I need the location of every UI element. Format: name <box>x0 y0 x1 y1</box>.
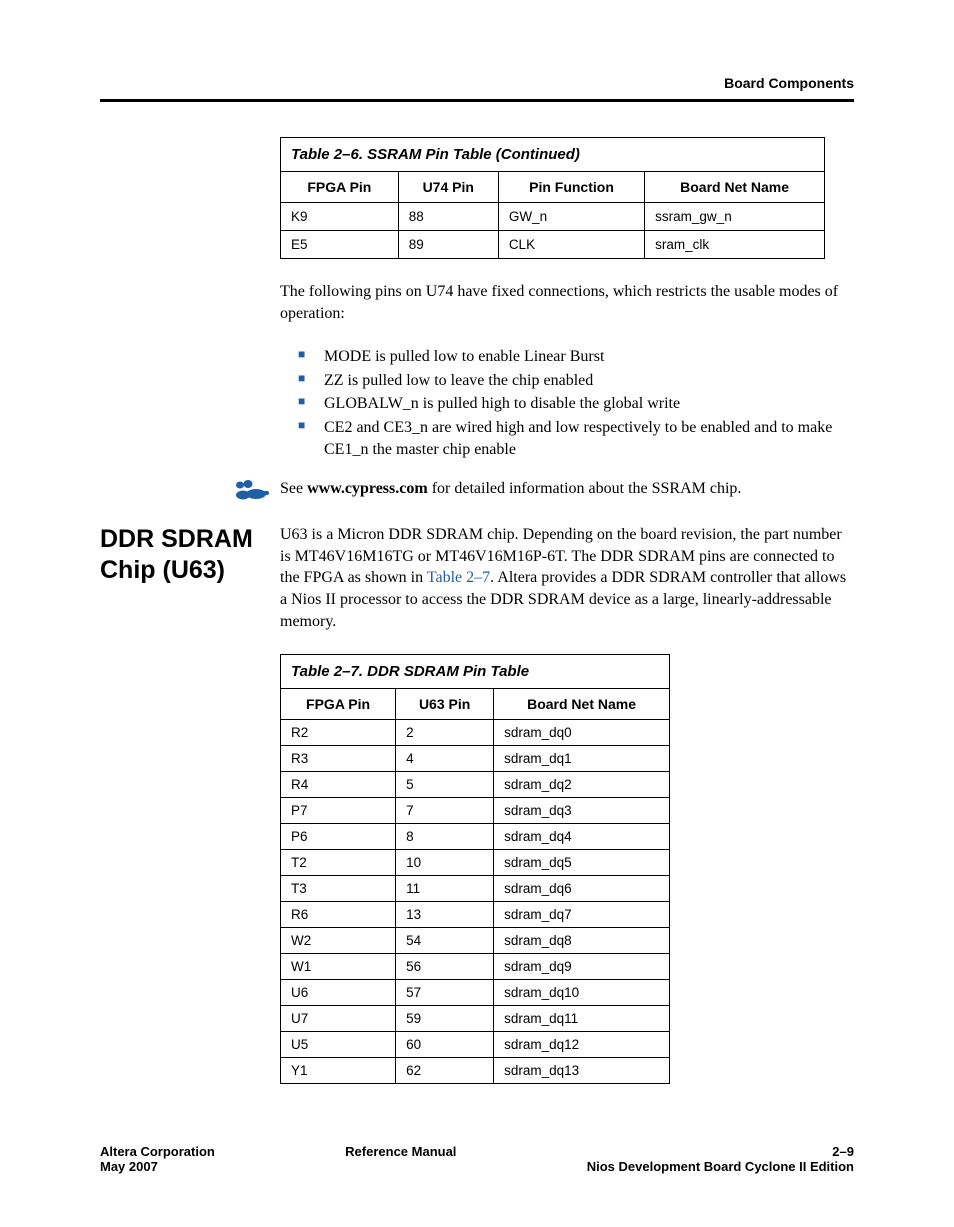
bullet-item: CE2 and CE3_n are wired high and low res… <box>280 417 854 460</box>
ddr-table-row: U657sdram_dq10 <box>281 980 670 1006</box>
ddr-table-row: R613sdram_dq7 <box>281 902 670 928</box>
table-cell: T3 <box>281 876 396 902</box>
table-cell: GW_n <box>498 203 644 231</box>
table-cell: 88 <box>398 203 498 231</box>
bullet-item: ZZ is pulled low to leave the chip enabl… <box>280 370 854 392</box>
ddr-table-row: R45sdram_dq2 <box>281 772 670 798</box>
mode-bullets: MODE is pulled low to enable Linear Burs… <box>280 346 854 460</box>
bullet-item: GLOBALW_n is pulled high to disable the … <box>280 393 854 415</box>
ddr-table-row: R22sdram_dq0 <box>281 720 670 746</box>
table-cell: sdram_dq12 <box>494 1032 670 1058</box>
table-cell: U7 <box>281 1006 396 1032</box>
table-cell: R6 <box>281 902 396 928</box>
bullet-item: MODE is pulled low to enable Linear Burs… <box>280 346 854 368</box>
table-cell: sdram_dq4 <box>494 824 670 850</box>
table-cell: ssram_gw_n <box>645 203 825 231</box>
ddr-col-0: FPGA Pin <box>281 689 396 720</box>
page-footer: Altera Corporation May 2007 Reference Ma… <box>100 1144 854 1174</box>
table-cell: E5 <box>281 231 399 259</box>
table-cell: 7 <box>396 798 494 824</box>
ddr-table-row: P68sdram_dq4 <box>281 824 670 850</box>
table-cell: CLK <box>498 231 644 259</box>
table-cell: sdram_dq0 <box>494 720 670 746</box>
ssram-col-0: FPGA Pin <box>281 172 399 203</box>
ddr-sdram-pin-table: Table 2–7. DDR SDRAM Pin Table FPGA Pin … <box>280 654 670 1084</box>
table-cell: T2 <box>281 850 396 876</box>
table-cell: P6 <box>281 824 396 850</box>
table-cell: U6 <box>281 980 396 1006</box>
ddr-table-row: Y162sdram_dq13 <box>281 1058 670 1084</box>
table-cell: 11 <box>396 876 494 902</box>
ddr-table-row: T311sdram_dq6 <box>281 876 670 902</box>
table-cell: sdram_dq10 <box>494 980 670 1006</box>
table-cell: sdram_dq2 <box>494 772 670 798</box>
table-cell: R3 <box>281 746 396 772</box>
ssram-table-row: E589CLKsram_clk <box>281 231 825 259</box>
table-cell: sdram_dq1 <box>494 746 670 772</box>
ddr-col-2: Board Net Name <box>494 689 670 720</box>
ddr-col-1: U63 Pin <box>396 689 494 720</box>
table-cell: 4 <box>396 746 494 772</box>
ddr-table-row: U759sdram_dq11 <box>281 1006 670 1032</box>
ssram-pin-table: Table 2–6. SSRAM Pin Table (Continued) F… <box>280 137 825 259</box>
table-cell: 5 <box>396 772 494 798</box>
table-cell: K9 <box>281 203 399 231</box>
table-cell: P7 <box>281 798 396 824</box>
ddr-table-caption: Table 2–7. DDR SDRAM Pin Table <box>281 655 670 689</box>
table-cell: U5 <box>281 1032 396 1058</box>
footer-date: May 2007 <box>100 1159 215 1174</box>
footer-page-number: 2–9 <box>832 1144 854 1159</box>
table-cell: R4 <box>281 772 396 798</box>
ssram-table-row: K988GW_nssram_gw_n <box>281 203 825 231</box>
table-cell: sdram_dq3 <box>494 798 670 824</box>
ddr-table-row: U560sdram_dq12 <box>281 1032 670 1058</box>
table-cell: R2 <box>281 720 396 746</box>
ddr-table-row: P77sdram_dq3 <box>281 798 670 824</box>
table-cell: W1 <box>281 954 396 980</box>
pointer-hand-icon <box>234 478 272 500</box>
ssram-col-3: Board Net Name <box>645 172 825 203</box>
table-cell: sdram_dq11 <box>494 1006 670 1032</box>
table-cell: sram_clk <box>645 231 825 259</box>
ddr-table-row: R34sdram_dq1 <box>281 746 670 772</box>
see-prefix: See <box>280 480 307 497</box>
table-cell: sdram_dq9 <box>494 954 670 980</box>
header-rule <box>100 99 854 102</box>
footer-doc-title: Reference Manual <box>345 1144 456 1159</box>
table-2-7-link[interactable]: Table 2–7 <box>427 569 490 586</box>
see-suffix: for detailed information about the SSRAM… <box>428 480 742 497</box>
section-heading-ddr-sdram: DDR SDRAM Chip (U63) <box>100 524 280 587</box>
table-cell: W2 <box>281 928 396 954</box>
ddr-table-row: W156sdram_dq9 <box>281 954 670 980</box>
table-cell: 54 <box>396 928 494 954</box>
footer-board-name: Nios Development Board Cyclone II Editio… <box>587 1159 854 1174</box>
running-header: Board Components <box>100 75 854 99</box>
table-cell: sdram_dq5 <box>494 850 670 876</box>
table-cell: 60 <box>396 1032 494 1058</box>
table-cell: sdram_dq7 <box>494 902 670 928</box>
table-cell: Y1 <box>281 1058 396 1084</box>
table-cell: 59 <box>396 1006 494 1032</box>
ssram-table-caption: Table 2–6. SSRAM Pin Table (Continued) <box>281 138 825 172</box>
table-cell: 62 <box>396 1058 494 1084</box>
table-cell: 57 <box>396 980 494 1006</box>
table-cell: 56 <box>396 954 494 980</box>
table-cell: 8 <box>396 824 494 850</box>
see-cypress-link: www.cypress.com <box>307 480 428 497</box>
table-cell: sdram_dq6 <box>494 876 670 902</box>
paragraph-fixed-connections: The following pins on U74 have fixed con… <box>280 281 854 324</box>
table-cell: sdram_dq13 <box>494 1058 670 1084</box>
ssram-col-1: U74 Pin <box>398 172 498 203</box>
footer-company: Altera Corporation <box>100 1144 215 1159</box>
table-cell: 13 <box>396 902 494 928</box>
ddr-paragraph: U63 is a Micron DDR SDRAM chip. Dependin… <box>280 524 854 632</box>
table-cell: 10 <box>396 850 494 876</box>
ddr-table-row: W254sdram_dq8 <box>281 928 670 954</box>
ssram-col-2: Pin Function <box>498 172 644 203</box>
see-text: See www.cypress.com for detailed informa… <box>280 478 741 500</box>
table-cell: sdram_dq8 <box>494 928 670 954</box>
table-cell: 2 <box>396 720 494 746</box>
table-cell: 89 <box>398 231 498 259</box>
ddr-table-row: T210sdram_dq5 <box>281 850 670 876</box>
